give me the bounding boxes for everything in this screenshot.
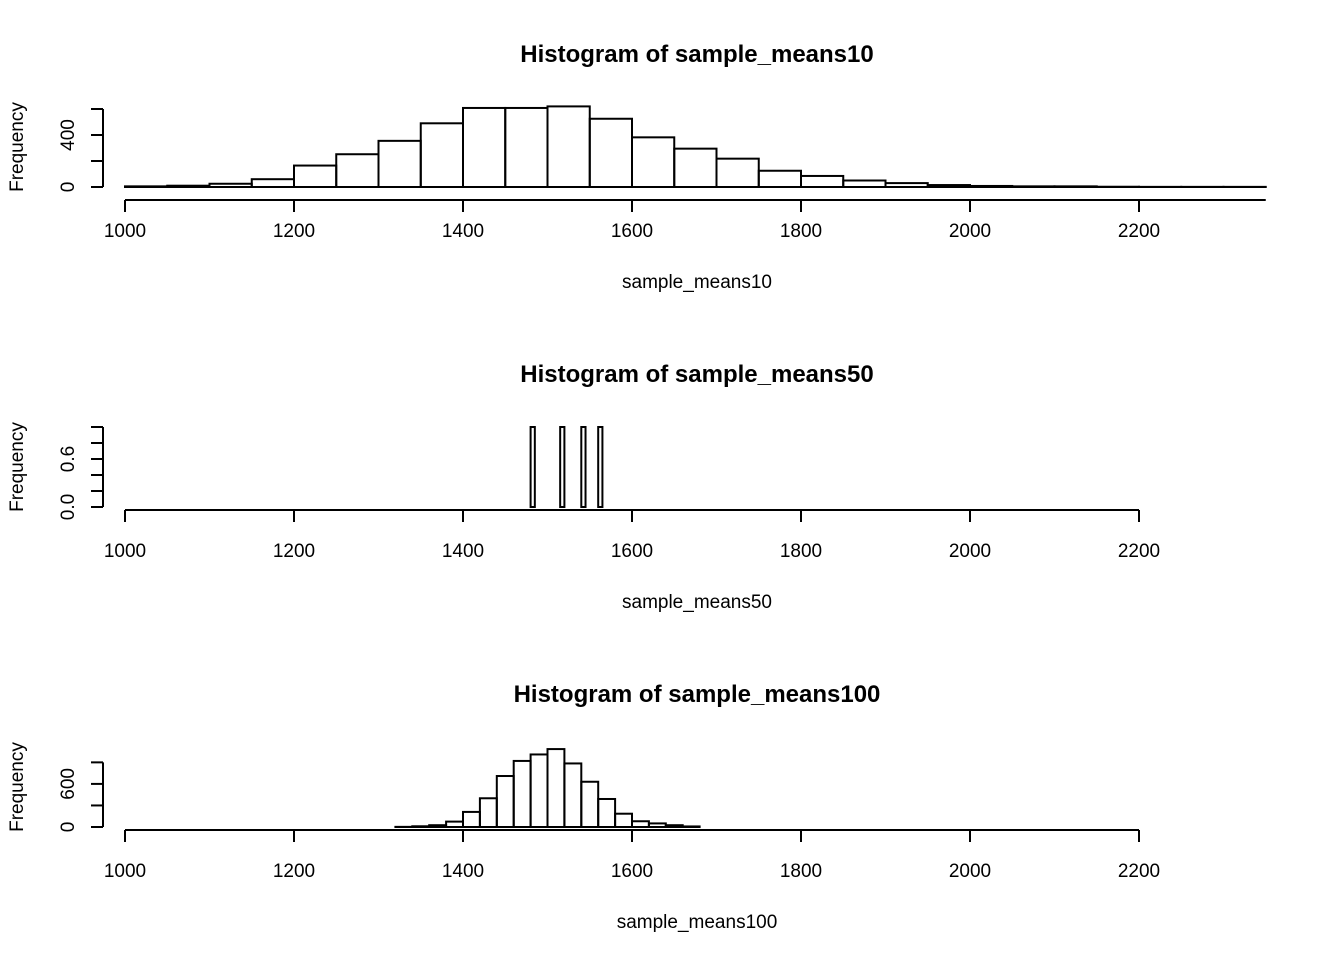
histogram-bar	[529, 426, 536, 508]
y-axis-label: Frequency	[7, 102, 28, 192]
x-tick-label: 1200	[273, 541, 315, 562]
histogram-bar	[411, 825, 431, 829]
x-axis-label: sample_means50	[622, 592, 772, 613]
histogram-bar	[926, 184, 971, 189]
y-tick-label: 0.0	[58, 494, 79, 520]
histogram-bar	[512, 759, 532, 828]
histogram-bar	[462, 106, 507, 188]
histogram-bar	[580, 426, 587, 508]
x-axis: 1000 1200 1400 1600 1800 2000 2200	[104, 199, 1266, 242]
x-tick-label: 1200	[273, 221, 315, 242]
x-tick-label: 1800	[780, 221, 822, 242]
histogram-bar	[478, 797, 498, 829]
x-tick-label: 2000	[949, 861, 991, 882]
histogram-bar	[647, 822, 667, 828]
histogram-bar	[614, 812, 633, 829]
x-axis-label: sample_means100	[617, 912, 778, 933]
histogram-bar	[428, 824, 448, 829]
histogram-bar	[1053, 185, 1098, 189]
x-tick-label: 1800	[780, 861, 822, 882]
histogram-bar	[495, 775, 515, 829]
y-tick-label: 400	[58, 119, 79, 151]
y-axis: 0 400	[58, 108, 104, 193]
histogram-bars	[529, 426, 604, 508]
histogram-bar	[559, 426, 566, 508]
x-tick-label: 1000	[104, 541, 146, 562]
histogram-bar	[250, 178, 295, 188]
x-tick-label: 2200	[1118, 541, 1160, 562]
y-tick-label: 0	[58, 182, 79, 193]
histogram-bar	[664, 824, 684, 829]
x-tick-label: 1400	[442, 861, 484, 882]
histogram-bar	[715, 157, 760, 189]
histogram-bar	[969, 184, 1014, 189]
x-tick-label: 2000	[949, 541, 991, 562]
histogram-bar	[580, 780, 600, 828]
histogram-bar	[681, 825, 701, 828]
histogram-bar	[800, 174, 845, 188]
histogram-bar	[757, 169, 802, 188]
histogram-bar	[673, 147, 718, 188]
y-axis-label: Frequency	[7, 422, 28, 512]
x-tick-label: 1200	[273, 861, 315, 882]
chart-title: Histogram of sample_means100	[514, 681, 881, 708]
histogram-panel-sample-means100: Histogram of sample_means100 1000 1200 140…	[7, 681, 1160, 933]
x-tick-label: 1600	[611, 541, 653, 562]
histogram-bar	[1011, 185, 1056, 189]
x-tick-label: 1800	[780, 541, 822, 562]
histogram-bar	[597, 426, 604, 508]
histogram-bar	[124, 185, 169, 189]
histogram-bar	[377, 139, 422, 189]
y-tick-label: 600	[58, 768, 79, 800]
x-tick-label: 2000	[949, 221, 991, 242]
y-tick-label: 0.6	[58, 446, 79, 472]
x-tick-label: 1000	[104, 221, 146, 242]
histogram-bar	[208, 182, 253, 188]
histogram-bar	[588, 117, 633, 188]
histogram-bar	[546, 105, 591, 188]
chart-title: Histogram of sample_means10	[520, 41, 873, 68]
histogram-bar	[445, 820, 465, 828]
x-tick-label: 1400	[442, 221, 484, 242]
x-tick-label: 1600	[611, 221, 653, 242]
x-tick-label: 2200	[1118, 861, 1160, 882]
y-axis: 0 600	[58, 761, 104, 833]
histogram-bar	[631, 820, 650, 828]
x-tick-label: 1400	[442, 541, 484, 562]
x-tick-label: 1000	[104, 861, 146, 882]
histogram-bars	[124, 105, 1267, 189]
histogram-bar	[335, 153, 380, 189]
histogram-bar	[529, 753, 549, 829]
histogram-bar	[597, 797, 617, 828]
histogram-panel-sample-means50: Histogram of sample_means50 1000 1200 1400…	[7, 361, 1160, 613]
histogram-bar	[419, 122, 464, 189]
histogram-bar	[546, 748, 566, 829]
histogram-bar	[293, 164, 338, 189]
histogram-bar	[504, 106, 549, 188]
y-tick-label: 0	[58, 822, 79, 833]
histogram-bar	[631, 136, 676, 188]
histogram-bar	[884, 182, 929, 189]
y-axis-label: Frequency	[7, 742, 28, 832]
histogram-bar	[563, 762, 583, 829]
histogram-bars	[394, 748, 701, 829]
histogram-bar	[462, 810, 481, 828]
x-tick-label: 2200	[1118, 221, 1160, 242]
y-axis: 0.0 0.6	[58, 426, 104, 520]
histogram-panel-sample-means10: Histogram of sample_means10 1000 1200 1400…	[7, 41, 1267, 293]
x-tick-label: 1600	[611, 861, 653, 882]
x-axis: 1000 1200 1400 1600 1800 2000 2200	[104, 509, 1160, 562]
x-axis: 1000 1200 1400 1600 1800 2000 2200	[104, 829, 1160, 882]
histogram-bar	[842, 179, 887, 188]
x-axis-label: sample_means10	[622, 272, 772, 293]
chart-title: Histogram of sample_means50	[520, 361, 873, 388]
histogram-bar	[166, 184, 211, 188]
